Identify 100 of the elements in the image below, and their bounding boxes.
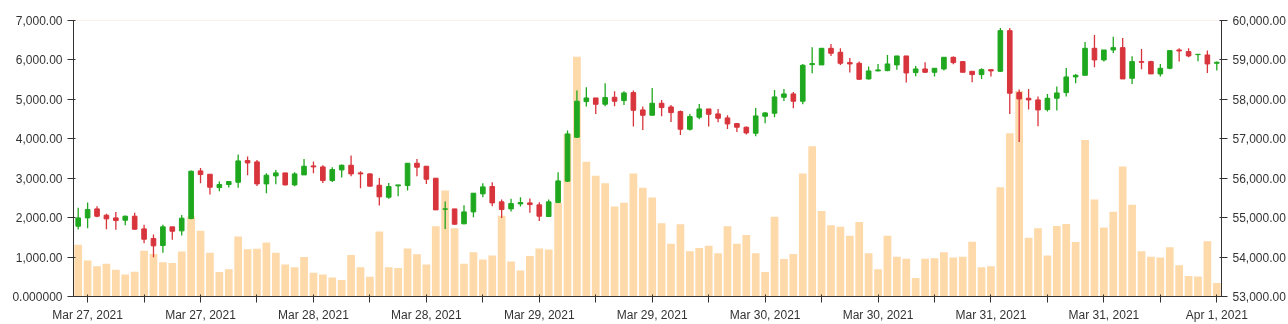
candlestick [583,86,590,108]
x-tick-label: Mar 30, 2021 [842,307,914,322]
candlestick [771,89,778,118]
y2-tick-label: 58,000.00 [1232,92,1287,107]
x-tick-label: Mar 27, 2021 [165,307,237,322]
bar [930,258,939,297]
bar [460,263,468,297]
candlestick [178,214,185,237]
candlestick [461,204,467,225]
bar [1090,199,1099,297]
candlestick [141,224,147,244]
bar [864,253,873,297]
x-tick-label: Mar 29, 2021 [616,307,688,322]
candlestick [649,87,656,116]
bar [987,266,995,297]
y-tick-label: 0.000000 [12,290,63,304]
candlestick [84,201,91,229]
y2-tick-label: 56,000.00 [1232,171,1287,186]
bar [1034,228,1042,297]
candlestick [395,184,401,197]
bar [836,226,845,297]
candlestick [602,82,608,107]
bar [1194,276,1202,297]
bar [413,254,421,297]
candlestick [1025,88,1032,111]
y2-tick-label: 54,000.00 [1232,250,1287,265]
candlestick [668,104,674,123]
x-tick-label: Mar 31, 2021 [1068,307,1140,322]
bar [243,249,252,297]
bar [723,226,732,297]
y-tick-label: 2,000.00 [15,211,63,226]
candlestick [1016,88,1022,143]
candlestick [1204,49,1211,74]
candlestick [235,153,241,189]
candlestick [489,181,496,207]
bar [93,266,101,297]
candlestick [254,159,260,187]
bar [827,225,835,297]
candlestick [809,46,815,74]
candlestick [988,68,994,78]
x-tick-label: Mar 28, 2021 [391,307,463,322]
y-tick-label: 3,000.00 [15,171,63,186]
x-tick-label: Mar 31, 2021 [955,307,1027,322]
bar [1043,255,1052,297]
candlestick [442,200,448,230]
bar [977,267,986,297]
candlestick [875,63,881,72]
y-tick-label: 5,000.00 [15,92,63,107]
y2-tick-label: 60,000.00 [1232,14,1287,28]
candlestick [1091,34,1098,68]
x-tick-label: Mar 29, 2021 [503,307,575,322]
candlestick [639,105,646,131]
y2-tick-label: 53,000.00 [1232,290,1287,304]
candlestick [404,162,411,192]
bar [996,187,1005,297]
y2-tick-label: 55,000.00 [1232,211,1287,226]
y-tick-label: 7,000.00 [15,14,63,28]
y2-tick-label: 59,000.00 [1232,53,1287,68]
bar [253,248,261,297]
candlestick [498,198,505,219]
bar [629,173,638,297]
candlestick [677,109,684,136]
x-tick-label: Apr 1, 2021 [1185,307,1249,322]
candlestick [1054,85,1060,112]
bar [403,248,412,297]
candlestick [376,177,383,207]
x-tick-label: Mar 30, 2021 [729,307,801,322]
bar [874,269,882,297]
candlestick [470,192,477,218]
candlestick [263,172,270,194]
candlestick [903,55,910,84]
candlestick [1129,55,1135,85]
candlestick [555,171,561,204]
candlestick [1035,95,1041,127]
y2-tick-label: 57,000.00 [1232,132,1287,147]
bar [469,252,478,297]
bar [657,223,666,297]
candlestick [1138,48,1145,70]
candlestick [752,107,759,137]
y-tick-label: 6,000.00 [15,53,63,68]
bar [356,267,365,297]
candlestick [1063,67,1070,98]
bar [1212,283,1221,297]
bar [817,210,826,297]
candlestick [414,158,420,177]
bar [450,228,459,297]
candlestick [244,155,251,176]
bar [883,235,892,297]
candlestick [1195,53,1201,62]
bar [667,243,675,297]
bar [290,267,299,297]
candlestick [630,89,637,128]
bar [676,224,685,297]
y-tick-label: 1,000.00 [15,250,63,265]
bar [770,216,779,297]
candlestick [527,197,533,214]
bar [516,270,525,297]
candlestick [160,224,166,254]
candlestick [536,201,543,222]
y-tick-label: 4,000.00 [15,132,63,147]
